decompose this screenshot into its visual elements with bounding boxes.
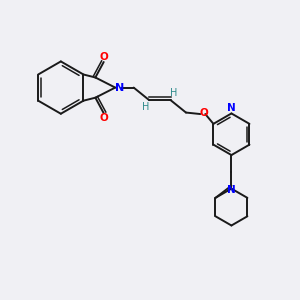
Text: H: H [170, 88, 178, 98]
Text: N: N [115, 82, 124, 93]
Text: H: H [142, 102, 150, 112]
Text: N: N [227, 185, 236, 195]
Text: O: O [99, 113, 108, 124]
Text: N: N [227, 103, 236, 113]
Text: O: O [99, 52, 108, 62]
Text: O: O [200, 108, 208, 118]
